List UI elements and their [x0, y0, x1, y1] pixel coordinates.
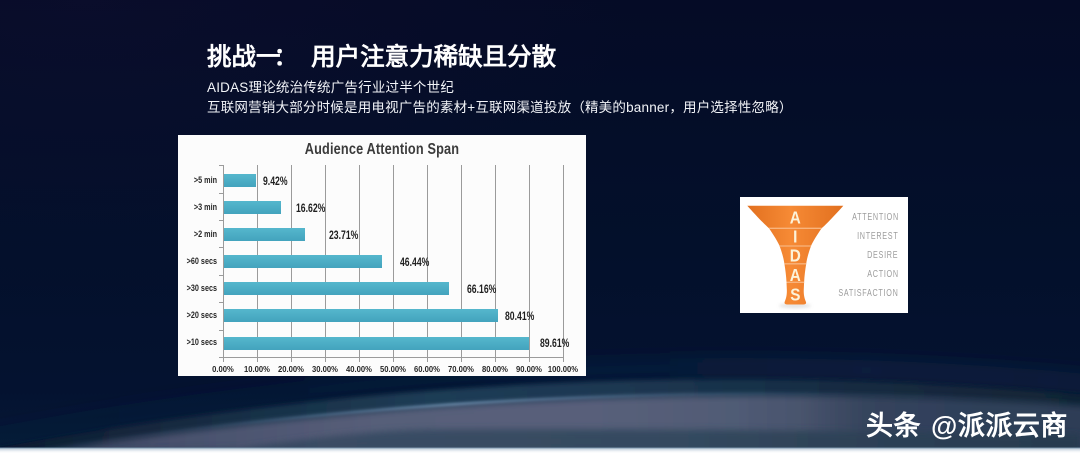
svg-text:S: S: [790, 284, 800, 304]
svg-text:A: A: [790, 265, 801, 285]
svg-text:D: D: [790, 245, 801, 265]
svg-text:I: I: [793, 227, 797, 247]
svg-text:A: A: [790, 207, 801, 227]
